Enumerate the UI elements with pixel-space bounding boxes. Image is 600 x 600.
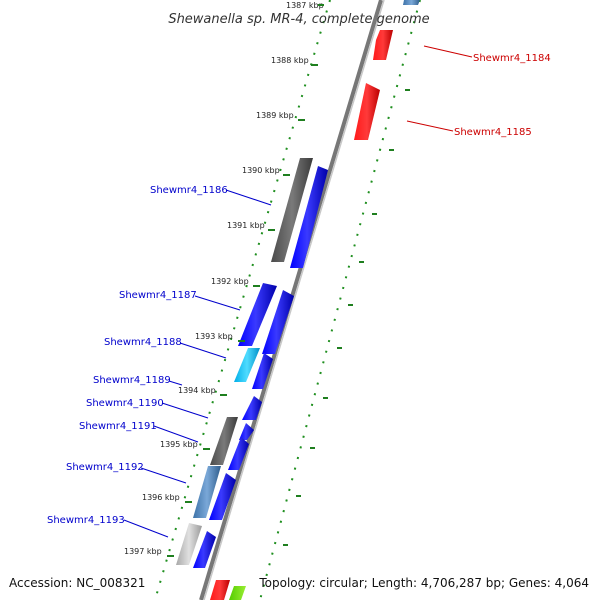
gene-label-shewmr4-1191[interactable]: Shewmr4_1191: [79, 421, 157, 432]
gc-content-ring-outer: [259, 0, 421, 600]
accession-text: Accession: NC_008321: [9, 576, 145, 590]
tick-label: 1389 kbp: [256, 111, 294, 120]
tick-label: 1387 kbp: [286, 1, 324, 10]
gene-fragment-bottom-red[interactable]: [210, 580, 230, 600]
cog-bar-1187: [238, 283, 277, 346]
tick-label: 1397 kbp: [124, 547, 162, 556]
gene-label-shewmr4-1184[interactable]: Shewmr4_1184: [473, 53, 551, 64]
scale-ticks: 1387 kbp 1388 kbp 1389 kbp 1390 kbp 1391…: [124, 1, 324, 557]
tick-label: 1393 kbp: [195, 332, 233, 341]
gene-shewmr4-1193-arrow[interactable]: [193, 531, 216, 568]
cog-bar-1192: [193, 466, 221, 518]
tick-label: 1394 kbp: [178, 386, 216, 395]
gene-shewmr4-1190-arrow[interactable]: [242, 396, 262, 420]
tick-label: 1395 kbp: [160, 440, 198, 449]
gene-label-shewmr4-1188[interactable]: Shewmr4_1188: [104, 337, 182, 348]
gene-label-shewmr4-1190[interactable]: Shewmr4_1190: [86, 398, 164, 409]
tick-label: 1390 kbp: [242, 166, 280, 175]
cog-bar-1188: [234, 348, 260, 382]
gene-label-shewmr4-1192[interactable]: Shewmr4_1192: [66, 462, 144, 473]
gene-shewmr4-1189-arrow[interactable]: [252, 353, 273, 389]
cog-bar-1193: [176, 523, 202, 565]
gene-shewmr4-1187-arrow[interactable]: [262, 290, 294, 354]
genome-summary-text: Topology: circular; Length: 4,706,287 bp…: [258, 576, 589, 590]
gene-features: [176, 0, 420, 600]
gene-shewmr4-1186-arrow[interactable]: [290, 166, 328, 268]
gene-fragment-top-arrow[interactable]: [403, 0, 420, 5]
map-title: Shewanella sp. MR-4, complete genome: [168, 12, 429, 27]
gene-shewmr4-1192-arrow[interactable]: [209, 473, 236, 520]
tick-label: 1388 kbp: [271, 56, 309, 65]
cog-bar-1191: [210, 417, 238, 465]
gene-fragment-bottom-green[interactable]: [229, 586, 246, 600]
gene-label-shewmr4-1186[interactable]: Shewmr4_1186: [150, 185, 228, 196]
gene-label-shewmr4-1187[interactable]: Shewmr4_1187: [119, 290, 197, 301]
gene-labels: Shewmr4_1184 Shewmr4_1185 Shewmr4_1186 S…: [47, 53, 551, 526]
gene-label-shewmr4-1185[interactable]: Shewmr4_1185: [454, 127, 532, 138]
gene-label-shewmr4-1193[interactable]: Shewmr4_1193: [47, 515, 125, 526]
gene-shewmr4-1184-arrow[interactable]: [373, 30, 393, 60]
gene-label-shewmr4-1189[interactable]: Shewmr4_1189: [93, 375, 171, 386]
gene-shewmr4-1185-arrow[interactable]: [354, 83, 380, 140]
tick-label: 1392 kbp: [211, 277, 249, 286]
label-leader-lines: [123, 45, 473, 538]
gene-shewmr4-1191b-arrow[interactable]: [228, 437, 249, 470]
gc-skew-ticks: [283, 89, 410, 546]
tick-label: 1396 kbp: [142, 493, 180, 502]
cog-bar-1186: [271, 158, 313, 262]
tick-label: 1391 kbp: [227, 221, 265, 230]
gene-shewmr4-1191-arrow[interactable]: [239, 423, 254, 440]
